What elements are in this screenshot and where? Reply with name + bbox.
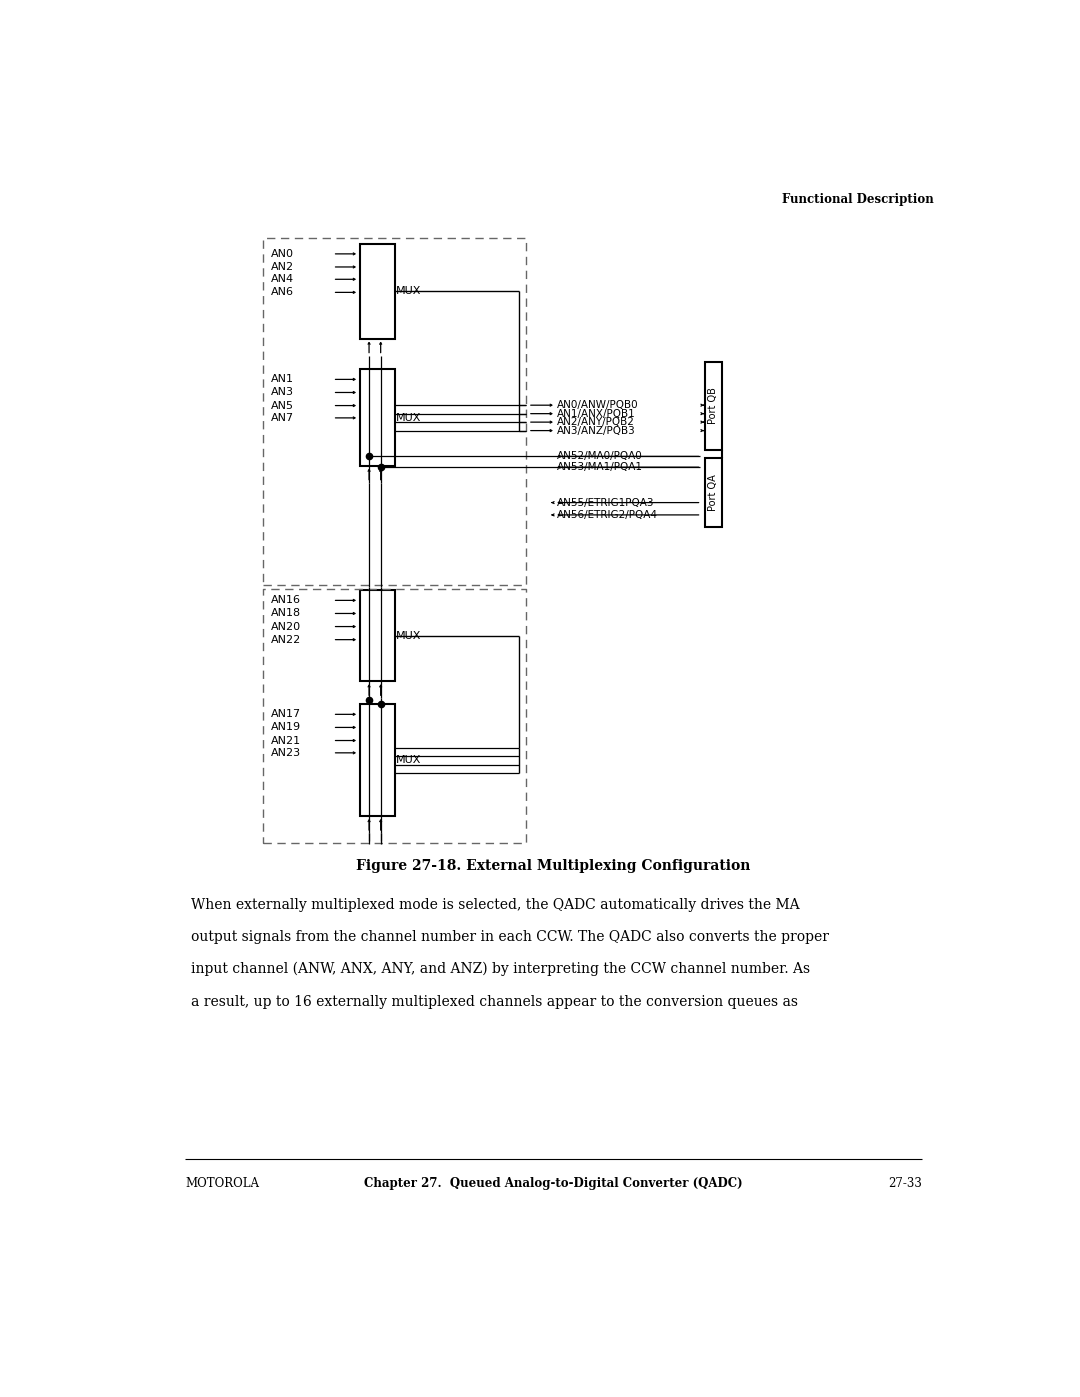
Text: AN3/ANZ/PQB3: AN3/ANZ/PQB3 — [557, 426, 636, 436]
Text: AN20: AN20 — [271, 622, 300, 631]
Text: AN56/ETRIG2/PQA4: AN56/ETRIG2/PQA4 — [557, 510, 659, 520]
Text: Port QA: Port QA — [708, 474, 718, 511]
Text: AN19: AN19 — [271, 722, 300, 732]
Text: output signals from the channel number in each CCW. The QADC also converts the p: output signals from the channel number i… — [191, 930, 828, 944]
Text: AN55/ETRIG1PQA3: AN55/ETRIG1PQA3 — [557, 497, 654, 507]
Text: AN23: AN23 — [271, 747, 300, 757]
Text: Port QB: Port QB — [708, 387, 718, 425]
Text: MUX: MUX — [396, 412, 421, 422]
Text: AN5: AN5 — [271, 401, 294, 411]
Text: When externally multiplexed mode is selected, the QADC automatically drives the : When externally multiplexed mode is sele… — [191, 897, 799, 911]
Text: AN53/MA1/PQA1: AN53/MA1/PQA1 — [557, 462, 644, 472]
Text: AN1/ANX/PQB1: AN1/ANX/PQB1 — [557, 409, 636, 419]
Text: AN0: AN0 — [271, 249, 294, 258]
Text: Figure 27-18. External Multiplexing Configuration: Figure 27-18. External Multiplexing Conf… — [356, 859, 751, 873]
Bar — [360, 244, 394, 338]
Text: a result, up to 16 externally multiplexed channels appear to the conversion queu: a result, up to 16 externally multiplexe… — [191, 995, 798, 1009]
Text: AN2/ANY/PQB2: AN2/ANY/PQB2 — [557, 418, 635, 427]
Text: AN52/MA0/PQA0: AN52/MA0/PQA0 — [557, 451, 643, 461]
Text: Functional Description: Functional Description — [782, 193, 933, 207]
Text: AN18: AN18 — [271, 609, 300, 619]
Bar — [360, 369, 394, 465]
Text: AN21: AN21 — [271, 735, 300, 746]
Text: Chapter 27.  Queued Analog-to-Digital Converter (QADC): Chapter 27. Queued Analog-to-Digital Con… — [364, 1176, 743, 1190]
Text: AN4: AN4 — [271, 274, 294, 285]
Text: MUX: MUX — [396, 631, 421, 641]
Bar — [704, 458, 721, 527]
Bar — [360, 591, 394, 682]
Text: AN2: AN2 — [271, 263, 294, 272]
Text: 27-33: 27-33 — [888, 1176, 921, 1190]
Text: AN6: AN6 — [271, 288, 294, 298]
Text: AN17: AN17 — [271, 710, 300, 719]
Text: AN1: AN1 — [271, 374, 294, 384]
Text: MUX: MUX — [396, 756, 421, 766]
Text: input channel (ANW, ANX, ANY, and ANZ) by interpreting the CCW channel number. A: input channel (ANW, ANX, ANY, and ANZ) b… — [191, 963, 810, 977]
Bar — [704, 362, 721, 450]
Text: AN22: AN22 — [271, 634, 301, 644]
Text: MUX: MUX — [396, 286, 421, 296]
Bar — [360, 704, 394, 816]
Text: MOTOROLA: MOTOROLA — [186, 1176, 259, 1190]
Text: AN3: AN3 — [271, 387, 294, 398]
Text: AN7: AN7 — [271, 414, 294, 423]
Text: AN16: AN16 — [271, 595, 300, 605]
Text: AN0/ANW/PQB0: AN0/ANW/PQB0 — [557, 400, 639, 411]
